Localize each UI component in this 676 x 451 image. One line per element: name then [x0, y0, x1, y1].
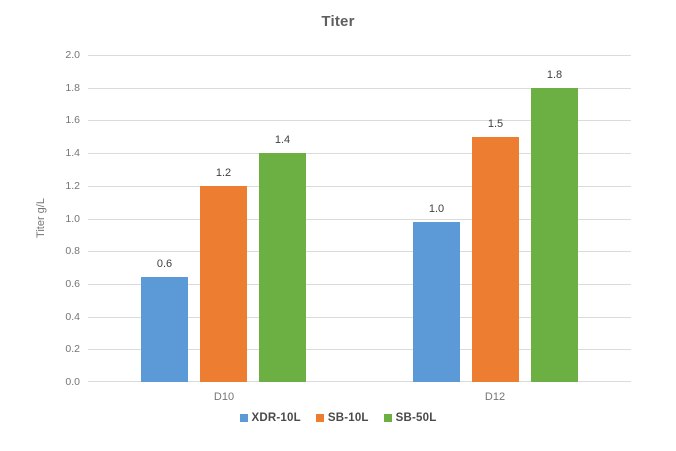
y-tick-label: 0.0 [65, 376, 80, 388]
gridline [88, 219, 631, 220]
chart-title: Titer [321, 13, 355, 30]
gridline [88, 251, 631, 252]
y-tick-label: 1.0 [65, 213, 80, 225]
gridline [88, 55, 631, 56]
gridline [88, 349, 631, 350]
bar-xdr-10l-d12 [413, 222, 460, 382]
legend: XDR-10L SB-10L SB-50L [0, 412, 676, 424]
legend-swatch-icon [315, 414, 324, 422]
legend-swatch-icon [383, 414, 392, 422]
y-tick-label: 1.6 [65, 114, 80, 126]
y-tick-label: 1.8 [65, 82, 80, 94]
gridline [88, 153, 631, 154]
gridline [88, 317, 631, 318]
y-tick-label: 0.6 [65, 278, 80, 290]
legend-item-xdr-10l: XDR-10L [239, 412, 301, 424]
data-label: 1.5 [487, 118, 504, 130]
bar-sb-10l-d10 [200, 186, 247, 382]
legend-swatch-icon [239, 414, 248, 422]
legend-item-sb-50l: SB-50L [383, 412, 437, 424]
gridline [88, 120, 631, 121]
legend-label: SB-50L [395, 412, 437, 424]
data-label: 1.0 [428, 203, 445, 215]
gridline [88, 284, 631, 285]
legend-item-sb-10l: SB-10L [315, 412, 369, 424]
data-label: 0.6 [156, 258, 173, 270]
bar-sb-50l-d10 [259, 153, 306, 382]
y-tick-label: 0.4 [65, 311, 80, 323]
data-label: 1.8 [546, 69, 563, 81]
y-tick-label: 2.0 [65, 49, 80, 61]
data-label: 1.2 [215, 167, 232, 179]
gridline [88, 186, 631, 187]
y-tick-label: 0.8 [65, 245, 80, 257]
legend-label: SB-10L [327, 412, 369, 424]
bar-sb-50l-d12 [531, 88, 578, 382]
y-axis-title: Titer g/L [35, 198, 47, 238]
data-label: 1.4 [274, 134, 291, 146]
gridline [88, 88, 631, 89]
x-category-label: D12 [484, 391, 506, 403]
y-tick-label: 1.2 [65, 180, 80, 192]
legend-label: XDR-10L [251, 412, 301, 424]
x-category-label: D10 [213, 391, 235, 403]
bar-xdr-10l-d10 [141, 277, 188, 382]
y-tick-label: 0.2 [65, 343, 80, 355]
bar-sb-10l-d12 [472, 137, 519, 382]
gridline [88, 381, 631, 382]
y-tick-label: 1.4 [65, 147, 80, 159]
